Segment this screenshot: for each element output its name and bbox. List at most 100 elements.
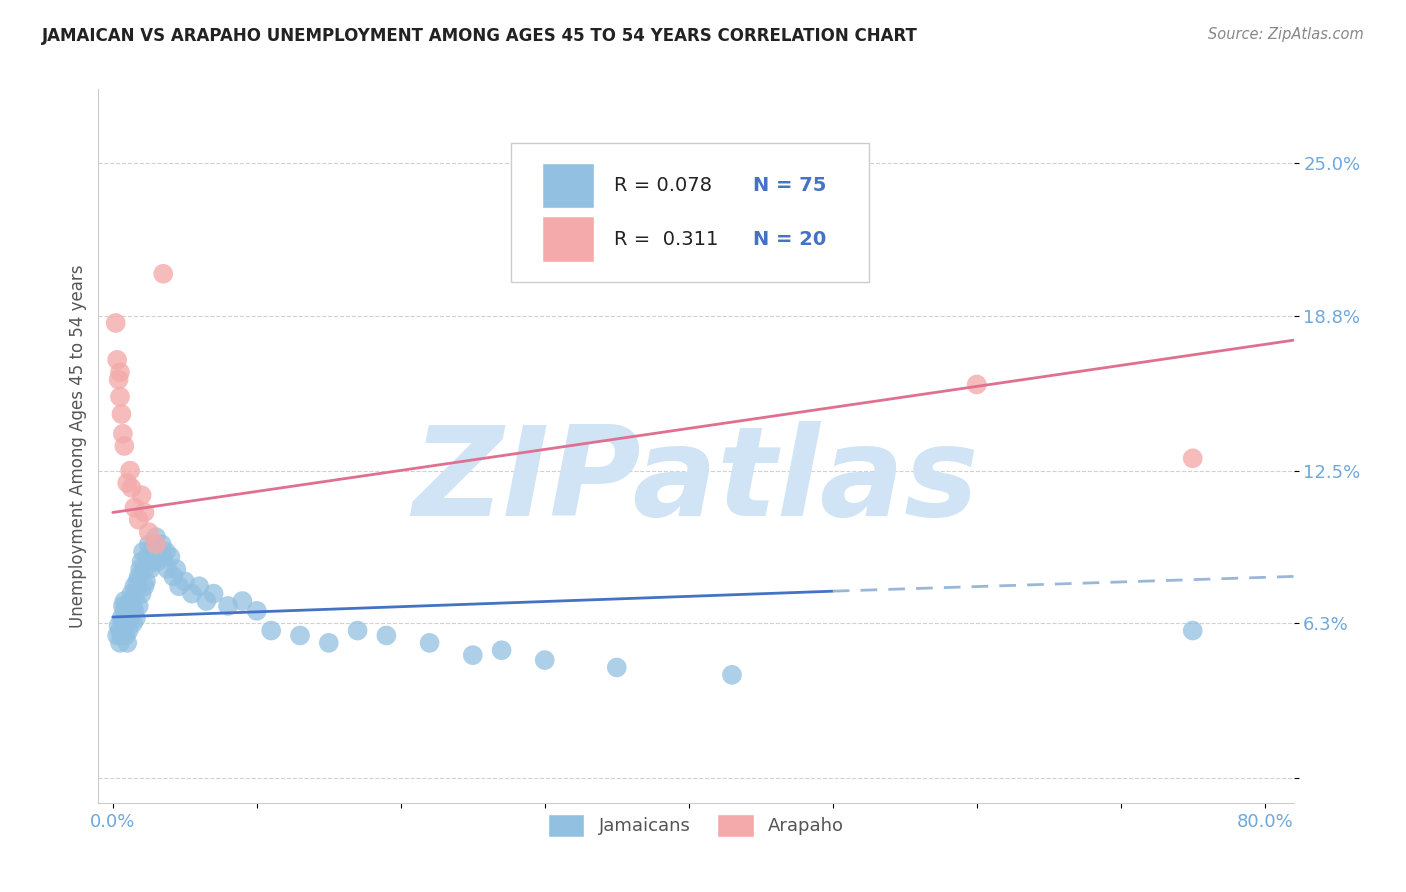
Text: ZIPatlas: ZIPatlas: [413, 421, 979, 542]
Point: [111, 616, 134, 631]
Point: [142, 555, 165, 569]
Text: N = 75: N = 75: [754, 176, 827, 195]
Text: JAMAICAN VS ARAPAHO UNEMPLOYMENT AMONG AGES 45 TO 54 YEARS CORRELATION CHART: JAMAICAN VS ARAPAHO UNEMPLOYMENT AMONG A…: [42, 27, 918, 45]
Point: [1181, 624, 1204, 638]
Point: [121, 604, 143, 618]
Point: [108, 390, 131, 404]
Point: [108, 624, 131, 638]
Point: [131, 587, 153, 601]
FancyBboxPatch shape: [510, 143, 869, 282]
Text: Source: ZipAtlas.com: Source: ZipAtlas.com: [1208, 27, 1364, 42]
Point: [108, 365, 131, 379]
Point: [150, 537, 173, 551]
Point: [188, 579, 211, 593]
Point: [167, 579, 190, 593]
Point: [202, 587, 225, 601]
Point: [152, 549, 174, 564]
Point: [141, 545, 163, 559]
Point: [122, 616, 145, 631]
Point: [128, 569, 150, 583]
Point: [118, 624, 141, 638]
Text: N = 20: N = 20: [754, 229, 827, 249]
Point: [152, 267, 174, 281]
Point: [132, 545, 155, 559]
Point: [134, 562, 156, 576]
Point: [231, 594, 253, 608]
Point: [121, 481, 143, 495]
Point: [114, 628, 136, 642]
Point: [173, 574, 195, 589]
Point: [1181, 451, 1204, 466]
Point: [125, 611, 148, 625]
Point: [156, 562, 179, 576]
Point: [146, 555, 169, 569]
Point: [461, 648, 484, 662]
Point: [145, 530, 167, 544]
Point: [120, 464, 142, 478]
Point: [128, 599, 150, 613]
Legend: Jamaicans, Arapaho: Jamaicans, Arapaho: [541, 807, 851, 844]
Point: [145, 537, 167, 551]
Point: [346, 624, 368, 638]
Point: [115, 599, 138, 613]
Point: [112, 604, 135, 618]
Point: [112, 439, 135, 453]
Point: [134, 505, 156, 519]
Point: [155, 545, 177, 559]
Point: [118, 604, 141, 618]
Point: [110, 628, 132, 642]
Point: [104, 316, 127, 330]
Point: [110, 407, 132, 421]
Point: [136, 549, 159, 564]
Point: [131, 488, 153, 502]
Point: [122, 599, 145, 613]
Point: [124, 500, 146, 515]
Point: [125, 587, 148, 601]
Point: [419, 636, 441, 650]
Point: [108, 636, 131, 650]
Point: [121, 587, 143, 601]
Point: [120, 594, 142, 608]
Point: [491, 643, 513, 657]
Point: [120, 611, 142, 625]
Point: [105, 352, 128, 367]
Point: [159, 549, 181, 564]
Point: [124, 579, 146, 593]
Point: [721, 668, 744, 682]
Point: [246, 604, 269, 618]
Point: [124, 604, 146, 618]
Point: [114, 611, 136, 625]
Point: [107, 373, 129, 387]
Point: [966, 377, 988, 392]
Point: [260, 624, 283, 638]
Point: [138, 525, 160, 540]
Point: [139, 562, 162, 576]
Point: [138, 537, 160, 551]
Point: [112, 594, 135, 608]
Point: [533, 653, 555, 667]
Point: [115, 475, 138, 490]
Point: [181, 587, 204, 601]
Point: [128, 513, 150, 527]
Text: R = 0.078: R = 0.078: [613, 176, 711, 195]
Point: [115, 636, 138, 650]
Point: [111, 426, 134, 441]
Point: [162, 569, 184, 583]
Point: [143, 537, 166, 551]
Point: [134, 579, 156, 593]
Point: [165, 562, 187, 576]
Point: [375, 628, 398, 642]
Point: [107, 618, 129, 632]
Y-axis label: Unemployment Among Ages 45 to 54 years: Unemployment Among Ages 45 to 54 years: [69, 264, 87, 628]
Point: [111, 599, 134, 613]
Point: [217, 599, 239, 613]
FancyBboxPatch shape: [541, 162, 595, 209]
Point: [105, 628, 128, 642]
Point: [195, 594, 218, 608]
Point: [115, 616, 138, 631]
Point: [110, 611, 132, 625]
Text: R =  0.311: R = 0.311: [613, 229, 718, 249]
Point: [288, 628, 311, 642]
Point: [112, 624, 135, 638]
Point: [318, 636, 340, 650]
